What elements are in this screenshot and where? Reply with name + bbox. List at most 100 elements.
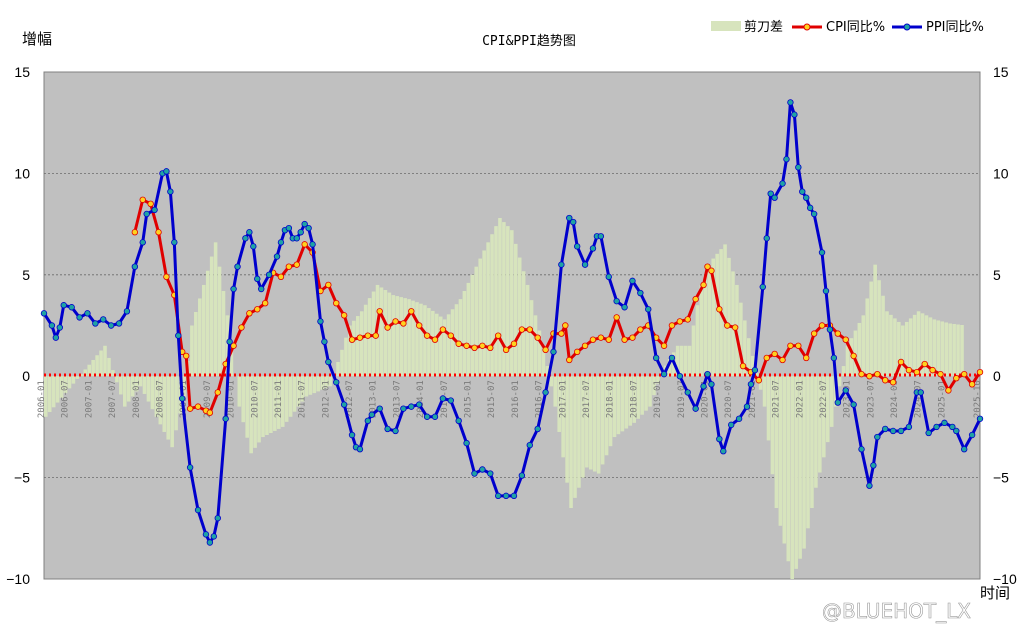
- scissors-bar: [885, 311, 889, 377]
- scissors-bar: [770, 376, 775, 475]
- cpi-point: [333, 299, 340, 307]
- cpi-point: [526, 326, 533, 333]
- cpi-point: [818, 322, 826, 329]
- scissors-bar: [103, 345, 107, 377]
- scissors-bar: [115, 376, 119, 383]
- scissors-bar: [458, 299, 463, 377]
- y-tick-left: 5: [22, 267, 30, 283]
- cpi-point: [929, 366, 936, 374]
- ppi-point: [518, 472, 526, 479]
- ppi-point: [613, 297, 620, 305]
- scissors-bar: [249, 376, 253, 454]
- ppi-point: [842, 387, 849, 394]
- scissors-bar: [257, 376, 261, 443]
- scissors-bar: [596, 376, 601, 474]
- scissors-bar: [324, 376, 328, 389]
- scissors-bar: [521, 271, 526, 377]
- cpi-point: [763, 354, 770, 362]
- cpi-point: [348, 336, 356, 343]
- ppi-point: [340, 401, 348, 408]
- cpi-point: [573, 348, 581, 356]
- scissors-bar: [604, 376, 609, 456]
- scissors-bar: [119, 376, 123, 395]
- scissors-bar: [652, 376, 656, 396]
- scissors-bar: [754, 372, 759, 377]
- scissors-bar: [814, 376, 818, 488]
- x-tick-label: 2019-07: [677, 380, 687, 418]
- x-tick-label: 2015-01: [464, 380, 474, 418]
- scissors-bar: [383, 290, 388, 377]
- ppi-point: [325, 358, 332, 366]
- x-tick-label: 2007-07: [108, 380, 118, 418]
- scissors-bar: [462, 291, 467, 377]
- ppi-point: [605, 273, 612, 281]
- scissors-bar: [379, 287, 384, 377]
- ppi-point: [115, 320, 123, 327]
- scissors-bar: [881, 295, 885, 377]
- cpi-point: [431, 336, 439, 343]
- ppi-point: [60, 302, 67, 309]
- scissors-bar: [344, 337, 348, 377]
- x-tick-label: 2010-07: [250, 380, 260, 418]
- ppi-point: [783, 156, 790, 163]
- scissors-bar: [253, 376, 257, 448]
- scissors-bar: [837, 376, 842, 387]
- scissors-bar: [533, 315, 538, 377]
- ppi-point: [834, 399, 842, 406]
- ppi-point: [463, 439, 470, 447]
- cpi-point: [384, 324, 391, 331]
- scissors-bar: [585, 376, 589, 468]
- ppi-point: [502, 492, 510, 500]
- scissors-bar: [209, 256, 214, 377]
- cpi-point: [487, 344, 494, 352]
- scissors-bar: [901, 325, 905, 377]
- cpi-point: [921, 360, 928, 368]
- ppi-point: [179, 395, 186, 402]
- x-tick-label: 2013-01: [369, 380, 379, 418]
- ppi-point: [171, 239, 178, 246]
- scissors-bar: [912, 314, 917, 377]
- ppi-point: [779, 180, 786, 187]
- ppi-point: [431, 413, 439, 420]
- ppi-point: [621, 304, 628, 311]
- scissors-bar: [723, 244, 727, 377]
- ppi-point: [897, 427, 905, 435]
- ppi-line: [42, 100, 982, 544]
- cpi-point: [779, 356, 786, 364]
- cpi-point: [866, 373, 873, 380]
- ppi-point: [826, 326, 834, 333]
- scissors-bar: [711, 258, 715, 377]
- scissors-bar: [656, 376, 660, 384]
- x-tick-labels: 2006-01 2006-07 2007-01 2007-07 2008-01 2008-…: [37, 380, 983, 418]
- scissors-bar: [83, 369, 88, 377]
- ppi-point: [759, 283, 766, 291]
- scissors-bar: [707, 267, 712, 377]
- ppi-point: [202, 531, 210, 538]
- scissors-bar: [517, 257, 522, 377]
- scissors-bar: [537, 330, 542, 377]
- scissors-bar: [122, 376, 127, 407]
- scissors-bar: [359, 311, 364, 377]
- ppi-point: [123, 308, 131, 315]
- cpi-point: [542, 346, 549, 354]
- scissors-bar: [320, 376, 325, 390]
- watermark: @BLUEHOT_LX: [822, 599, 971, 623]
- cpi-point: [479, 342, 486, 349]
- cpi-point: [803, 354, 810, 362]
- ppi-point: [285, 224, 293, 232]
- scissors-bar: [940, 321, 945, 377]
- cpi-point: [246, 310, 253, 317]
- scissors-bar: [348, 325, 352, 377]
- scissors-bar: [750, 355, 755, 377]
- scissors-bar: [44, 376, 48, 417]
- cpi-point: [771, 350, 778, 358]
- scissors-bar: [284, 376, 289, 422]
- ppi-point: [293, 235, 300, 242]
- cpi-point: [850, 352, 857, 360]
- scissors-bar: [715, 253, 719, 377]
- y-tick-right: 10: [993, 165, 1009, 181]
- scissors-bar: [798, 376, 802, 559]
- cpi-point: [510, 340, 518, 347]
- scissors-bar: [111, 370, 115, 377]
- x-tick-label: 2016-07: [535, 380, 545, 418]
